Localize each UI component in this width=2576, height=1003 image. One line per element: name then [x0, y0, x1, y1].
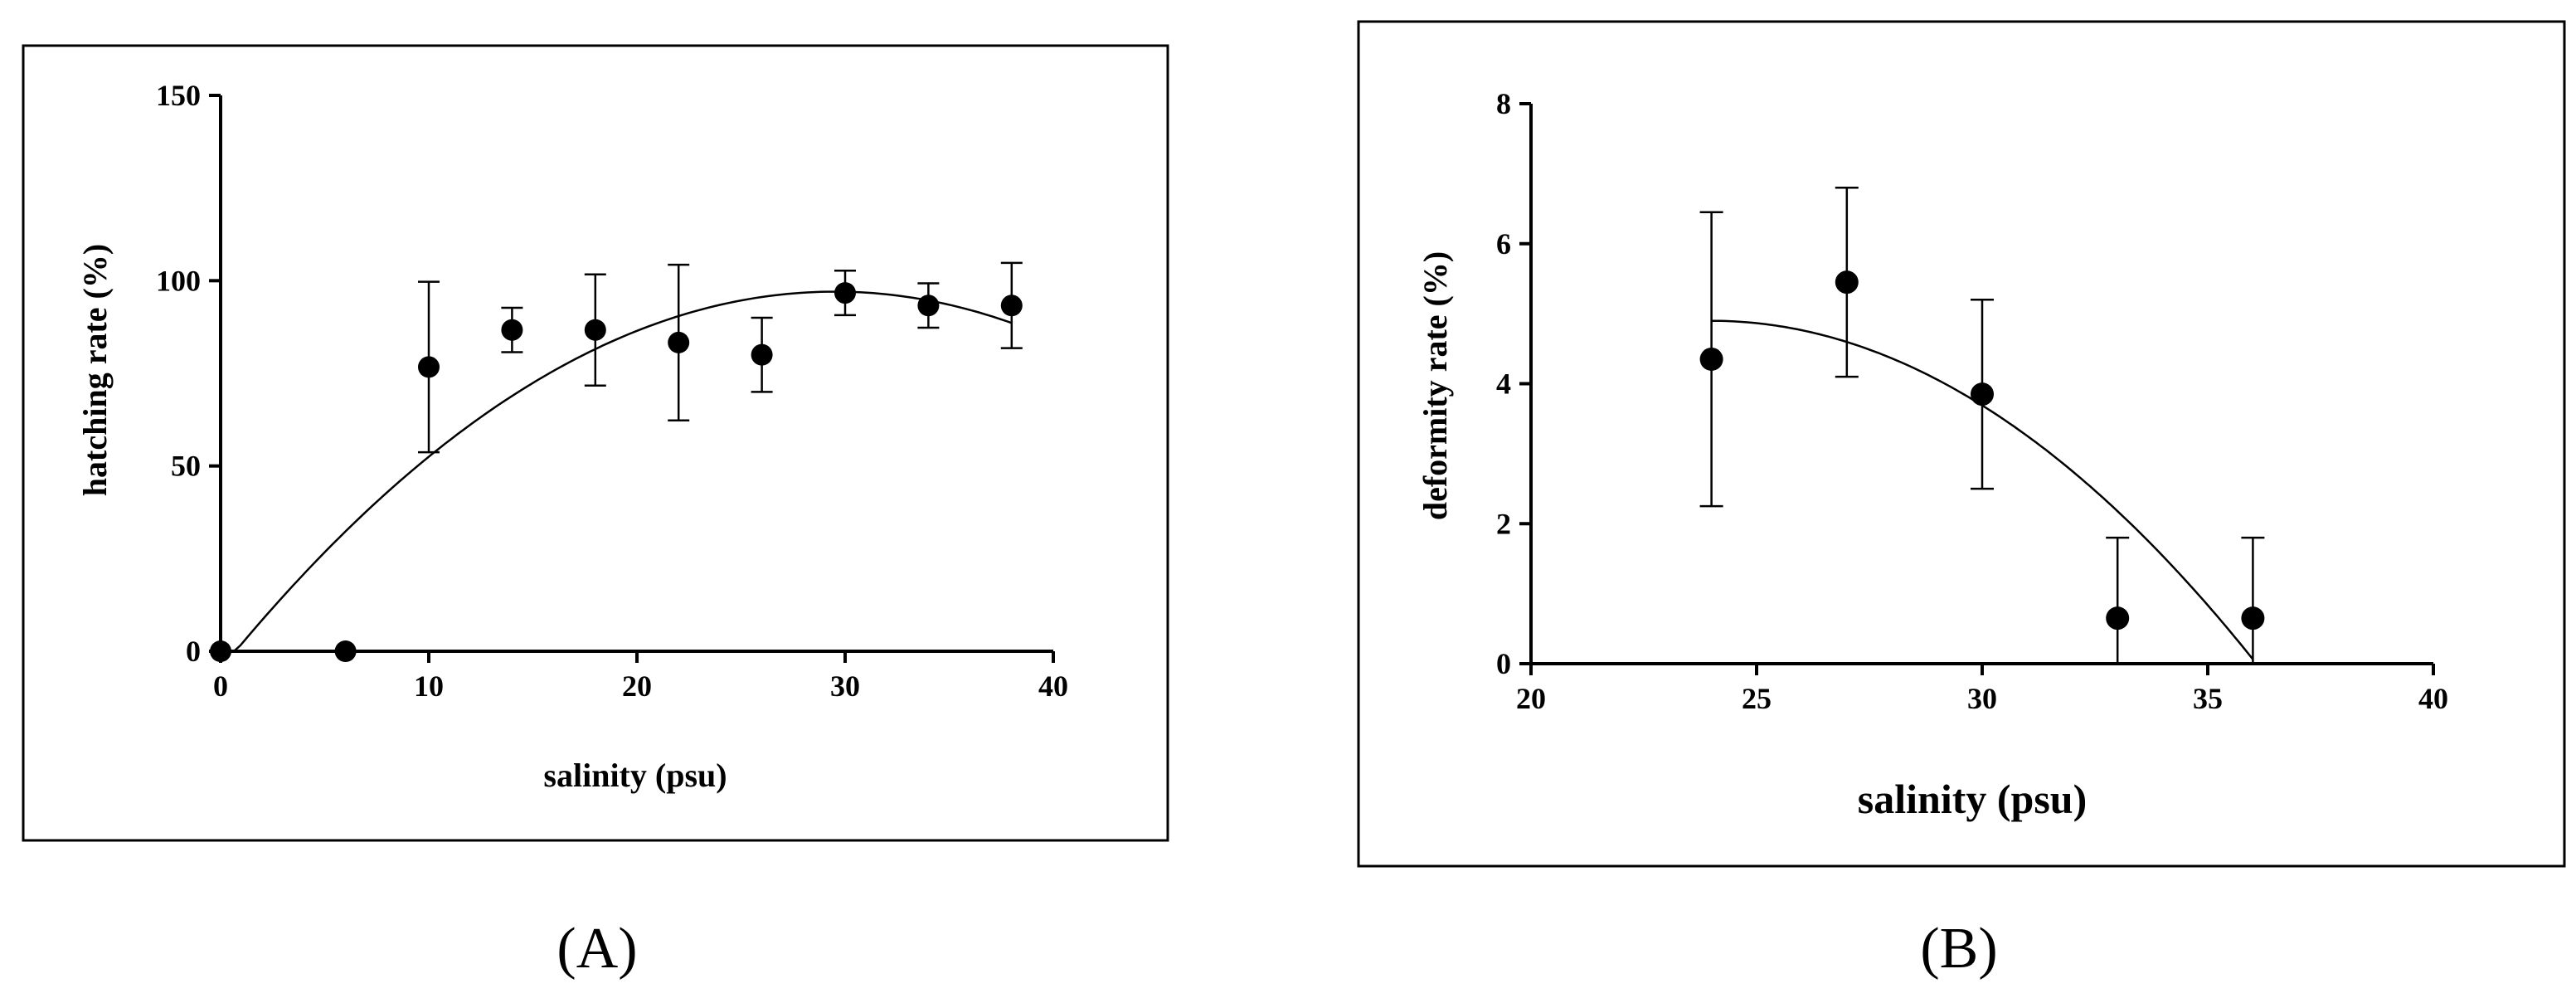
x-tick-label: 35 — [2193, 682, 2223, 715]
fit-curve-line — [221, 290, 1013, 653]
panel-b-y-axis-label: deformity rate (%) — [1417, 251, 1454, 520]
y-tick-label: 0 — [1496, 647, 1511, 680]
x-tick-label: 40 — [2418, 682, 2448, 715]
panel-a-label: (A) — [557, 917, 637, 981]
y-tick-label: 8 — [1496, 87, 1511, 120]
y-tick-label: 2 — [1496, 507, 1511, 540]
panel-a-error-bars — [418, 261, 1023, 454]
y-tick-label: 0 — [186, 635, 201, 668]
x-tick-label: 30 — [830, 669, 860, 703]
x-tick-label: 10 — [414, 669, 444, 703]
panel-b-frame — [1357, 20, 2566, 868]
panel-a-x-axis-label: salinity (psu) — [543, 757, 727, 794]
panel-a-axes: 0 10 20 30 40 0 50 100 150 — [156, 79, 1068, 703]
data-point — [1699, 347, 1723, 371]
panel-b-points — [1699, 270, 2265, 631]
panel-a-points — [210, 282, 1023, 662]
data-point — [834, 282, 856, 304]
panel-b-axes: 20 25 30 35 40 0 2 4 6 8 — [1496, 87, 2448, 715]
data-point — [917, 295, 940, 317]
data-point — [1000, 295, 1023, 317]
panel-b-x-axis-label: salinity (psu) — [1858, 776, 2087, 822]
data-point — [2241, 606, 2265, 631]
x-tick-label: 25 — [1742, 682, 1772, 715]
y-tick-label: 50 — [171, 450, 201, 483]
x-tick-label: 20 — [1516, 682, 1546, 715]
data-point — [751, 343, 773, 366]
x-tick-label: 30 — [1967, 682, 1997, 715]
panel-a-y-axis-label: hatching rate (%) — [76, 244, 114, 496]
error-bar — [2241, 536, 2265, 664]
panel-a-frame — [22, 44, 1169, 842]
data-point — [1835, 270, 1859, 295]
data-point — [1971, 382, 1994, 407]
data-point — [501, 319, 523, 341]
x-tick-label: 40 — [1038, 669, 1068, 703]
error-bar — [2106, 536, 2130, 664]
data-point — [584, 319, 606, 341]
x-tick-label: 0 — [213, 669, 228, 703]
x-tick-label: 20 — [622, 669, 652, 703]
panel-a: 0 10 20 30 40 0 50 100 150 salinity (psu) hatchi… — [22, 44, 1169, 981]
panel-b-label: (B) — [1920, 917, 1997, 981]
data-point — [2106, 606, 2130, 631]
data-point — [334, 640, 357, 662]
panel-b: 20 25 30 35 40 0 2 4 6 8 salinity (psu) deformity… — [1357, 20, 2566, 981]
data-point — [668, 331, 690, 353]
y-tick-label: 100 — [156, 264, 201, 297]
y-tick-label: 4 — [1496, 368, 1511, 401]
y-tick-label: 150 — [156, 79, 201, 112]
data-point — [210, 640, 231, 662]
panel-a-fit-curve — [221, 290, 1013, 653]
y-tick-label: 6 — [1496, 227, 1511, 260]
panel-b-error-bars — [1699, 187, 2265, 664]
data-point — [418, 356, 440, 378]
